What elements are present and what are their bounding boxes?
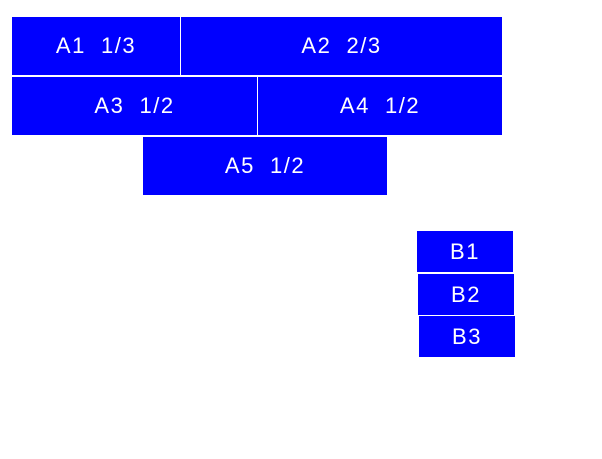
box-label: B1 [450, 238, 480, 264]
box-label: B2 [451, 281, 481, 307]
box-label: A5 1/2 [224, 153, 306, 178]
box-label: A2 2/3 [301, 33, 382, 58]
box-b3: B3 [419, 316, 515, 357]
box-a1: A1 1/3 [12, 17, 180, 75]
box-label: B3 [452, 323, 482, 349]
box-a2: A2 2/3 [181, 17, 502, 75]
box-b2: B2 [418, 274, 514, 315]
box-b1: B1 [417, 231, 513, 272]
box-label: A4 1/2 [339, 93, 421, 118]
box-a3: A3 1/2 [12, 77, 257, 135]
box-label: A1 1/3 [55, 33, 137, 58]
box-label: A3 1/2 [94, 93, 175, 118]
box-a5: A5 1/2 [143, 137, 387, 195]
box-a4: A4 1/2 [258, 77, 502, 135]
